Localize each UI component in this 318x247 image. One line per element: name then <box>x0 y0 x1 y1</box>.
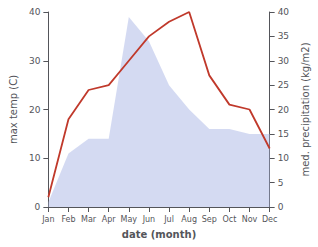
svg-text:Oct: Oct <box>222 215 236 224</box>
svg-text:5: 5 <box>278 178 284 188</box>
svg-text:20: 20 <box>278 105 290 115</box>
svg-text:Aug: Aug <box>181 215 197 224</box>
svg-text:Apr: Apr <box>102 215 117 224</box>
svg-text:Mar: Mar <box>81 215 97 224</box>
svg-text:Nov: Nov <box>242 215 258 224</box>
svg-text:10: 10 <box>278 153 290 163</box>
svg-text:30: 30 <box>29 56 41 66</box>
svg-text:Jan: Jan <box>41 215 54 224</box>
svg-text:35: 35 <box>278 31 289 41</box>
svg-text:0: 0 <box>278 202 284 212</box>
svg-text:date (month): date (month) <box>122 229 196 240</box>
svg-text:20: 20 <box>29 105 41 115</box>
svg-text:med. precipitation (kg/m2): med. precipitation (kg/m2) <box>300 42 311 176</box>
svg-text:Sep: Sep <box>202 215 217 224</box>
svg-text:40: 40 <box>278 7 290 17</box>
svg-text:May: May <box>121 215 138 224</box>
svg-text:Jun: Jun <box>142 215 156 224</box>
svg-text:40: 40 <box>29 7 41 17</box>
svg-text:10: 10 <box>29 153 41 163</box>
svg-text:max temp (C): max temp (C) <box>8 75 19 144</box>
svg-text:0: 0 <box>35 202 41 212</box>
svg-text:15: 15 <box>278 129 289 139</box>
svg-text:30: 30 <box>278 56 290 66</box>
svg-text:Dec: Dec <box>262 215 277 224</box>
svg-text:Feb: Feb <box>61 215 75 224</box>
svg-text:25: 25 <box>278 80 289 90</box>
svg-text:Jul: Jul <box>163 215 174 224</box>
